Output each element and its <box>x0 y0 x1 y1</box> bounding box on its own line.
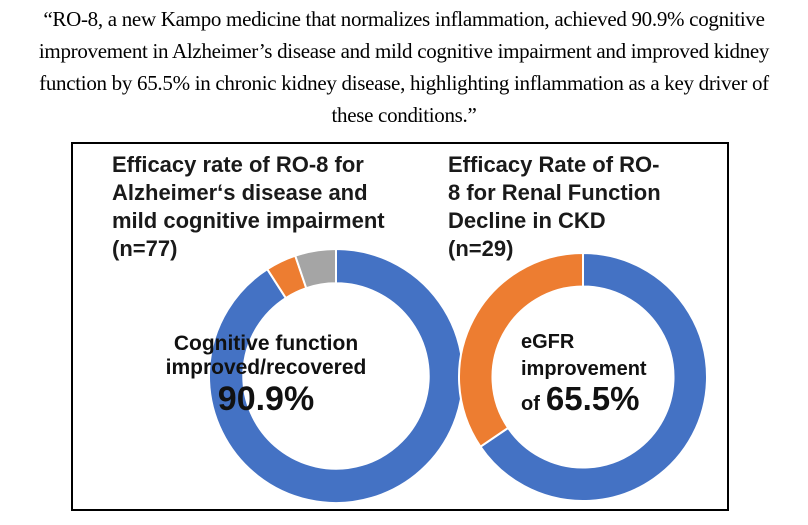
donut-slice <box>294 248 337 290</box>
donut-slice <box>479 252 708 502</box>
right-chart-title-line: Efficacy Rate of RO- <box>448 152 660 177</box>
right-center-line: improvement <box>521 358 647 380</box>
left-chart-sample-size: (n=77) <box>112 236 178 261</box>
right-chart-title-line: 8 for Renal Function <box>448 180 661 205</box>
left-center-line: improved/recovered <box>165 356 367 379</box>
right-center-of: of <box>521 393 540 415</box>
right-donut-center-label: eGFR improvement of 65.5% <box>521 329 731 418</box>
quote-line: improvement in Alzheimer’s disease and m… <box>38 39 770 63</box>
left-center-value: 90.9% <box>217 380 315 418</box>
right-center-value-line: of 65.5% <box>521 382 731 418</box>
right-donut-chart <box>458 252 708 502</box>
quote-line: “RO-8, a new Kampo medicine that normali… <box>43 7 765 31</box>
left-chart-title-line: Alzheimer‘s disease and <box>112 180 368 205</box>
quote-line: these conditions.” <box>331 103 477 127</box>
donut-slice <box>458 252 584 448</box>
right-center-line: eGFR <box>521 331 575 353</box>
right-center-value: 65.5% <box>545 380 640 417</box>
left-center-line: Cognitive function <box>173 332 359 355</box>
quote-line: function by 65.5% in chronic kidney dise… <box>39 71 769 95</box>
right-chart-title: Efficacy Rate of RO- 8 for Renal Functio… <box>448 151 661 263</box>
left-chart-title-line: mild cognitive impairment <box>112 208 385 233</box>
left-chart-title-line: Efficacy rate of RO-8 for <box>112 152 364 177</box>
left-donut-center-label: Cognitive function improved/recovered 90… <box>106 332 426 418</box>
right-chart-title-line: Decline in CKD <box>448 208 606 233</box>
quote-caption: “RO-8, a new Kampo medicine that normali… <box>0 3 808 131</box>
right-chart-sample-size: (n=29) <box>448 236 514 261</box>
left-chart-title: Efficacy rate of RO-8 for Alzheimer‘s di… <box>112 151 385 263</box>
figure-box: Efficacy rate of RO-8 for Alzheimer‘s di… <box>71 142 729 511</box>
left-donut-chart <box>208 248 464 504</box>
